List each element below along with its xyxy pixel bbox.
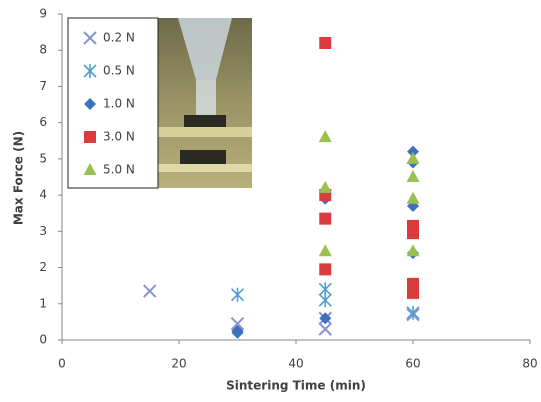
page: {"chart_data": {"type": "scatter", "x_la… bbox=[0, 0, 541, 402]
legend-label: 3.0 N bbox=[103, 130, 135, 144]
marker-asterisk bbox=[232, 288, 244, 302]
x-tick-label: 20 bbox=[171, 357, 186, 371]
marker-square bbox=[319, 37, 331, 49]
marker-x bbox=[144, 285, 156, 297]
legend-label: 1.0 N bbox=[103, 97, 135, 111]
marker-x bbox=[319, 323, 331, 335]
marker-triangle bbox=[319, 181, 332, 193]
marker-triangle bbox=[407, 170, 420, 182]
marker-triangle bbox=[319, 130, 332, 142]
y-tick-label: 4 bbox=[39, 188, 47, 202]
x-tick-label: 80 bbox=[522, 357, 537, 371]
x-axis-title: Sintering Time (min) bbox=[226, 379, 366, 393]
chart: Sintering Time (min) Max Force (N) 0 1 2 3 4… bbox=[0, 0, 541, 402]
legend-label: 5.0 N bbox=[103, 163, 135, 177]
y-tick-label: 5 bbox=[39, 151, 47, 165]
marker-asterisk bbox=[407, 306, 419, 320]
x-tick-label: 40 bbox=[288, 357, 303, 371]
marker-triangle bbox=[407, 244, 420, 256]
y-tick-label: 2 bbox=[39, 260, 47, 274]
y-tick-label: 1 bbox=[39, 296, 47, 310]
marker-square bbox=[407, 227, 419, 239]
marker-square bbox=[407, 287, 419, 299]
y-tick-label: 0 bbox=[39, 333, 47, 347]
marker-square bbox=[319, 263, 331, 275]
y-axis-title: Max Force (N) bbox=[12, 131, 26, 225]
marker-triangle bbox=[319, 244, 332, 256]
legend-label: 0.2 N bbox=[103, 31, 135, 45]
marker-triangle bbox=[407, 152, 420, 164]
legend-marker bbox=[84, 131, 96, 143]
marker-asterisk bbox=[319, 293, 331, 307]
x-tick-label: 0 bbox=[58, 357, 66, 371]
y-tick-label: 7 bbox=[39, 79, 47, 93]
marker-triangle bbox=[407, 192, 420, 204]
marker-square bbox=[319, 213, 331, 225]
y-tick-label: 8 bbox=[39, 43, 47, 57]
y-tick-label: 6 bbox=[39, 115, 47, 129]
x-tick-label: 60 bbox=[405, 357, 420, 371]
y-tick-label: 3 bbox=[39, 224, 47, 238]
legend-label: 0.5 N bbox=[103, 64, 135, 78]
y-tick-label: 9 bbox=[39, 7, 47, 21]
inset-photo bbox=[158, 18, 252, 188]
